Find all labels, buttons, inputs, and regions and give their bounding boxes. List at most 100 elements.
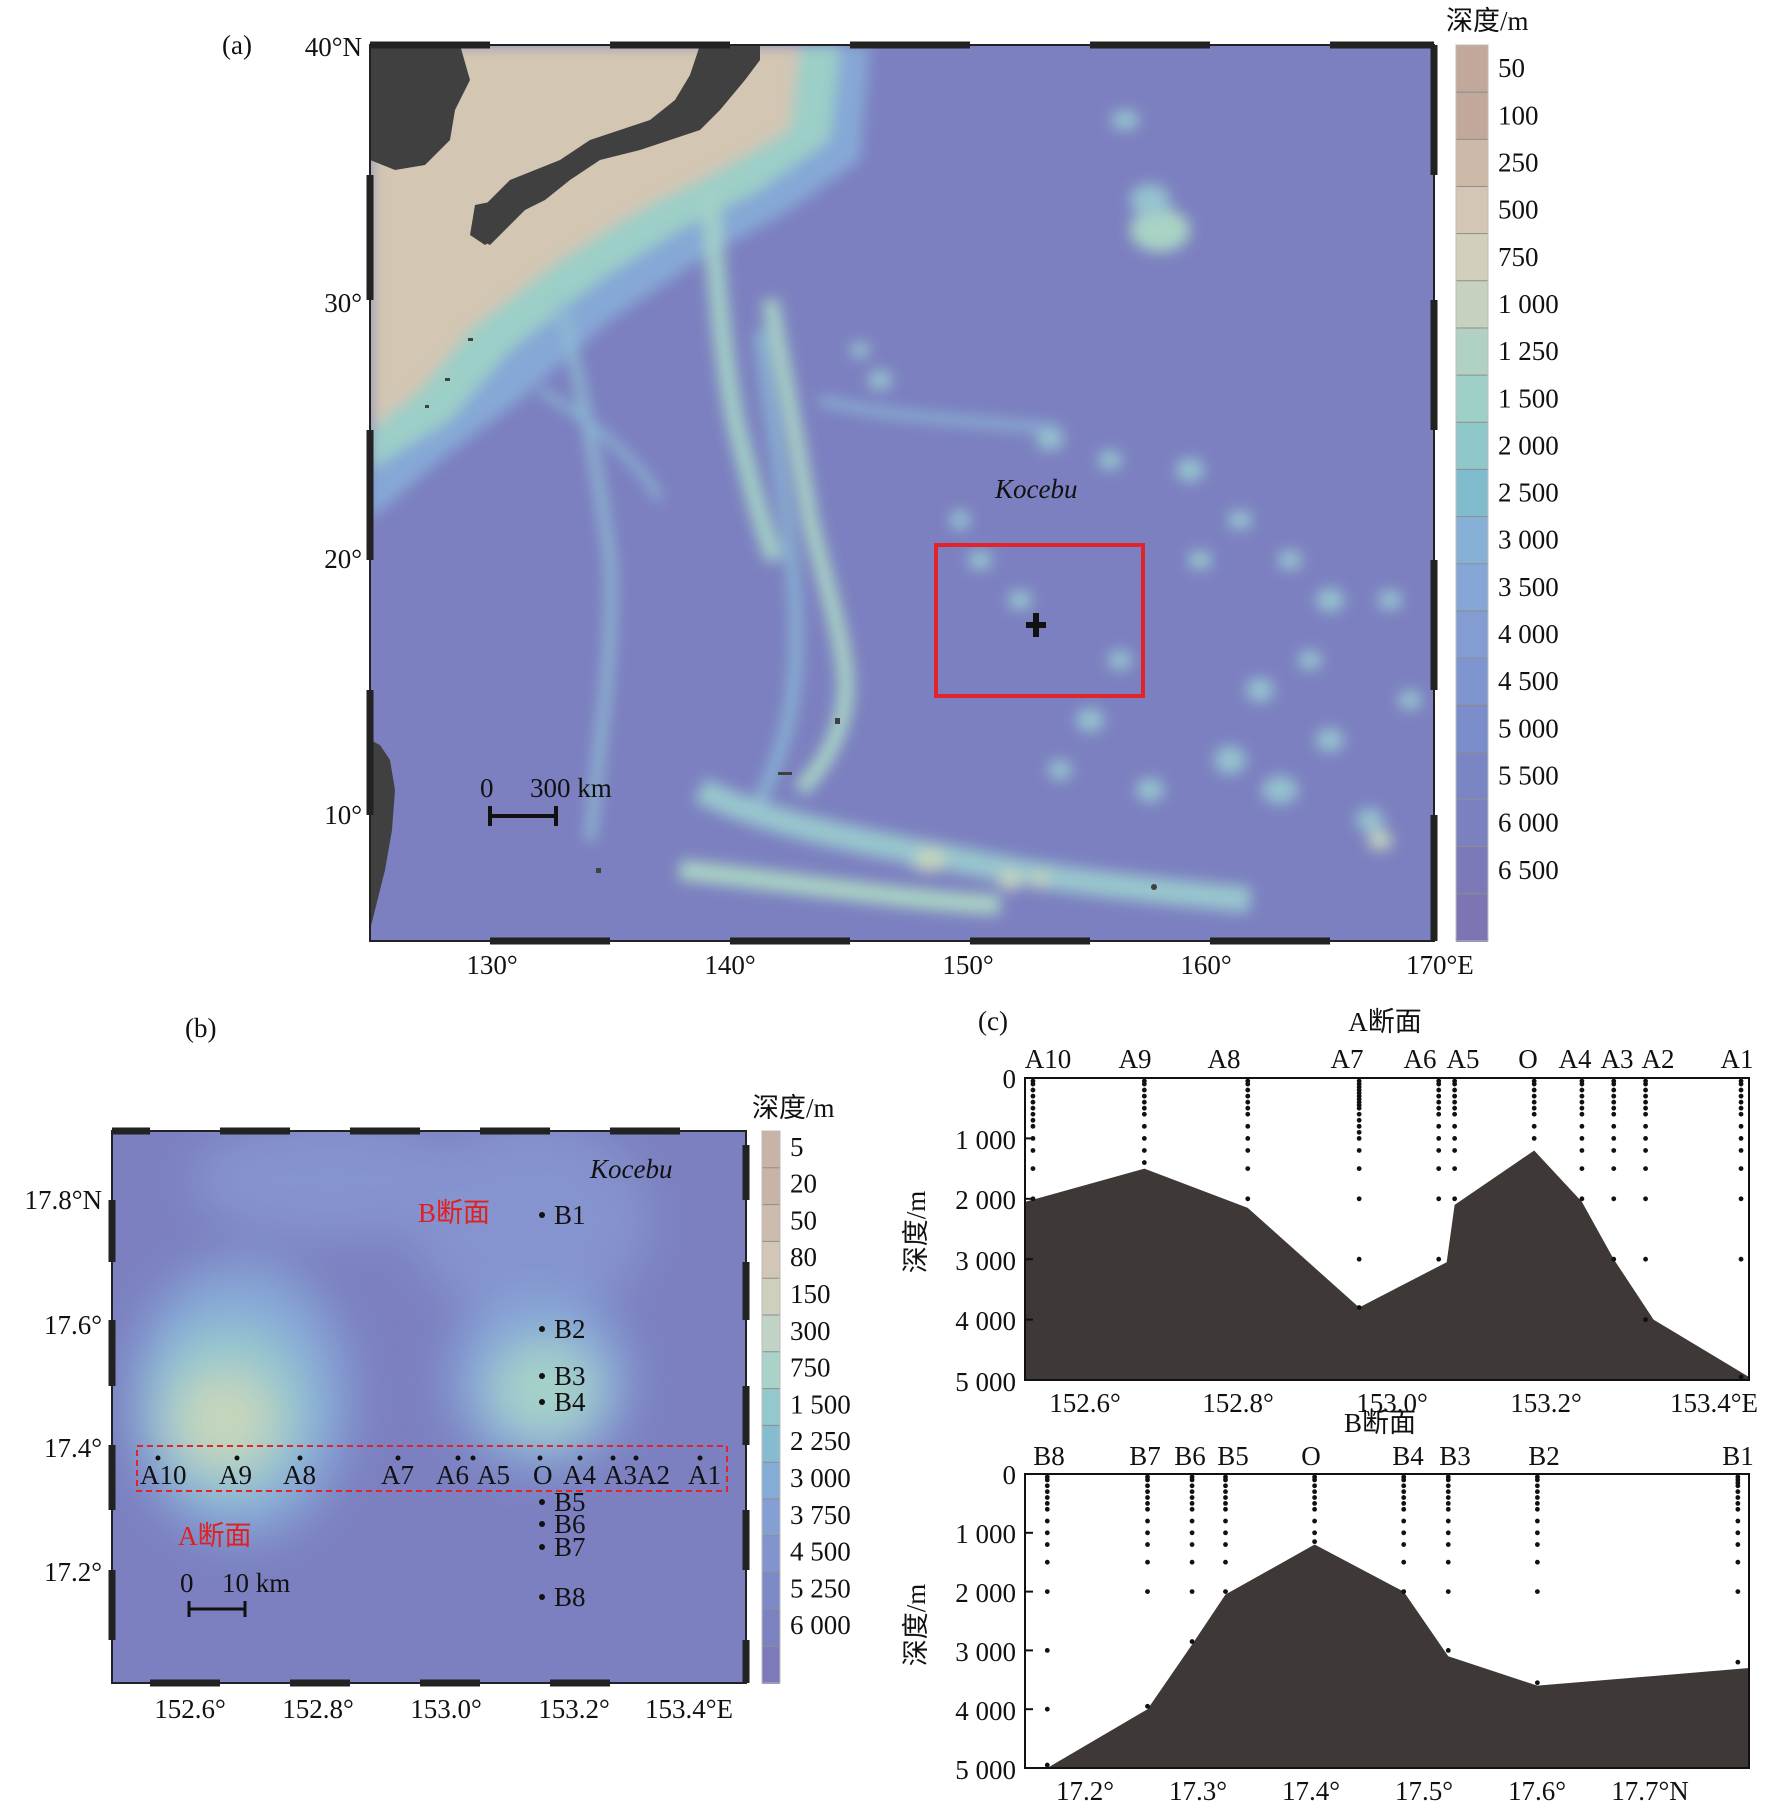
station-label: A5: [477, 1460, 510, 1490]
sample-point: [1245, 1087, 1251, 1093]
sample-point: [1643, 1196, 1648, 1202]
izu-bonin-ridge: [701, 189, 784, 564]
sample-point: [1145, 1518, 1150, 1524]
x-tick: 17.3°: [1169, 1776, 1227, 1802]
sample-point: [1579, 1099, 1585, 1105]
sample-point: [1643, 1148, 1648, 1153]
section-a-label: A断面: [178, 1521, 252, 1551]
lon-tick: 140°: [704, 950, 755, 980]
station-label: B5: [554, 1487, 586, 1517]
y-tick: 5 000: [955, 1755, 1016, 1785]
ryukyu-islet: [468, 338, 473, 341]
seafloor-area: [1047, 1544, 1749, 1768]
colorbar-swatch: [1456, 327, 1488, 377]
islet: [1151, 884, 1157, 890]
colorbar-swatch: [1456, 705, 1488, 754]
panel-c: (c) A断面 A10 A9 A8 A7 A6 A5 O A4 A3 A2 A1…: [901, 1006, 1758, 1802]
scale-bar-b: [187, 1601, 247, 1617]
kocebu-label-b: Kocebu: [589, 1154, 672, 1184]
sample-point: [1141, 1105, 1147, 1111]
sample-point: [1245, 1196, 1251, 1202]
sample-point: [1738, 1087, 1744, 1093]
sample-point: [1445, 1559, 1451, 1565]
section-station-label: B1: [1722, 1441, 1754, 1471]
sample-point: [1436, 1256, 1442, 1262]
colorbar-label: 150: [790, 1279, 831, 1309]
sample-point: [1189, 1477, 1195, 1483]
colorbar-swatch: [1456, 846, 1488, 895]
kyushu-palau-ridge: [555, 298, 616, 841]
section-station-label: B2: [1528, 1441, 1560, 1471]
sample-point: [1245, 1123, 1251, 1129]
sample-point: [1141, 1111, 1147, 1117]
x-tick: 17.6°: [1508, 1776, 1566, 1802]
sample-point: [1643, 1111, 1648, 1117]
sample-point: [1436, 1087, 1442, 1093]
lon-ticks-a: 130° 140° 150° 160° 170°E: [466, 950, 1473, 980]
station-dot: [455, 1455, 461, 1461]
sample-point: [1223, 1489, 1228, 1495]
sample-point: [1312, 1501, 1317, 1506]
sample-point: [1452, 1136, 1458, 1141]
sample-point: [1356, 1105, 1362, 1111]
sample-point: [1738, 1099, 1744, 1105]
colorbar-swatch: [762, 1425, 780, 1464]
colorbar-label: 1 500: [790, 1389, 851, 1419]
sample-point: [1189, 1589, 1195, 1594]
y-tick: 4 000: [955, 1696, 1016, 1726]
colorbar-label: 80: [790, 1242, 817, 1272]
land: [370, 45, 1157, 930]
sample-point: [1223, 1506, 1228, 1512]
colorbar-label: 3 000: [1498, 525, 1559, 555]
sample-point: [1356, 1196, 1362, 1202]
sample-point: [1030, 1087, 1036, 1093]
colorbar-label: 6 000: [790, 1610, 851, 1640]
sample-point: [1145, 1703, 1150, 1709]
section-station-label: O: [1301, 1441, 1321, 1471]
lon-tick: 152.8°: [282, 1694, 354, 1724]
sample-point: [1312, 1489, 1317, 1495]
sample-point: [1735, 1495, 1741, 1500]
sample-point: [1436, 1148, 1442, 1153]
colorbar-swatch: [1456, 658, 1488, 707]
map-b-frame: [108, 1127, 750, 1687]
shallow-peaks: [914, 830, 1392, 890]
station-dot: [539, 1499, 545, 1505]
colorbar-swatch: [762, 1131, 780, 1168]
sample-point: [1738, 1105, 1744, 1111]
sample-point: [1145, 1542, 1150, 1547]
sample-point: [1030, 1105, 1036, 1111]
sample-point: [1044, 1542, 1050, 1547]
sample-point: [1189, 1501, 1195, 1506]
x-tick: 153.0°: [1356, 1388, 1428, 1418]
sample-point: [1579, 1093, 1585, 1099]
colorbar-label: 750: [1498, 242, 1539, 272]
sample-point: [1356, 1256, 1362, 1262]
lon-tick: 150°: [942, 950, 993, 980]
sample-point: [1401, 1506, 1407, 1512]
lat-tick: 10°: [324, 800, 362, 830]
scale-zero-b: 0: [180, 1568, 194, 1598]
sample-point: [1445, 1495, 1451, 1500]
colorbar-swatch: [762, 1278, 780, 1316]
sample-point: [1534, 1489, 1540, 1495]
sample-point: [1189, 1530, 1195, 1536]
sample-point: [1030, 1111, 1036, 1117]
bathymetry-features: [370, 45, 1422, 915]
sample-point: [1445, 1542, 1451, 1547]
section-station-label: A6: [1404, 1044, 1437, 1074]
sample-point: [1401, 1542, 1407, 1547]
sample-point: [1643, 1081, 1648, 1087]
sample-point: [1044, 1506, 1050, 1512]
colorbar-label: 5 250: [790, 1573, 851, 1603]
panel-c-label: (c): [978, 1006, 1008, 1036]
sample-point: [1534, 1518, 1540, 1524]
sample-point: [1436, 1105, 1442, 1111]
sample-point: [1245, 1166, 1251, 1171]
ryukyu-islet: [425, 405, 429, 408]
sample-point: [1611, 1136, 1617, 1141]
sample-point: [1223, 1477, 1228, 1483]
sample-point: [1452, 1087, 1458, 1093]
colorbar-swatch: [762, 1204, 780, 1243]
sample-point: [1141, 1136, 1147, 1141]
